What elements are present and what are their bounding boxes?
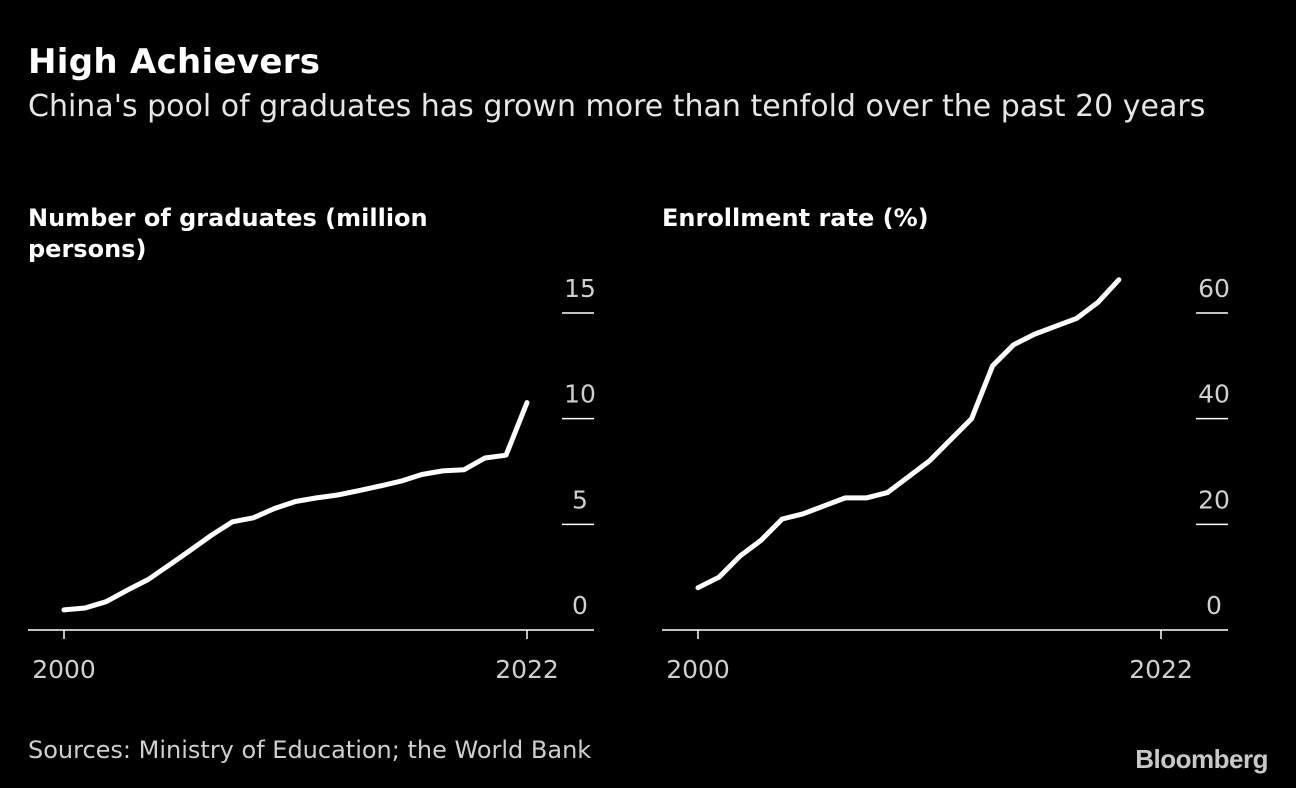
graduates-ytick-label: 0 — [572, 591, 588, 620]
enrollment-xtick-label: 2000 — [666, 655, 730, 684]
graduates-xtick-label: 2022 — [495, 655, 559, 684]
right-panel-title: Enrollment rate (%) — [662, 204, 929, 232]
bloomberg-logo: Bloomberg — [1135, 744, 1268, 774]
enrollment-series-line — [695, 277, 1122, 591]
enrollment-ytick-label: 60 — [1198, 274, 1230, 303]
enrollment-ytick-label: 20 — [1198, 485, 1230, 514]
enrollment-chart: 0 20 40 60 2000 2022 — [662, 274, 1230, 684]
graduates-xtick-label: 2000 — [32, 655, 96, 684]
enrollment-xtick-label: 2022 — [1129, 655, 1193, 684]
chart-title: High Achievers — [28, 42, 321, 82]
enrollment-ytick-label: 0 — [1206, 591, 1222, 620]
graduates-ytick-label: 10 — [564, 380, 596, 409]
graduates-ytick-label: 5 — [572, 485, 588, 514]
enrollment-ytick-label: 40 — [1198, 380, 1230, 409]
chart-subtitle: China's pool of graduates has grown more… — [28, 89, 1206, 124]
source-note: Sources: Ministry of Education; the Worl… — [28, 736, 592, 764]
left-panel-title: Number of graduates (million persons) — [28, 204, 428, 263]
graduates-ytick-label: 15 — [564, 274, 596, 303]
graduates-series-line — [61, 400, 530, 613]
graduates-chart: 0 5 10 15 2000 2022 — [28, 274, 596, 684]
